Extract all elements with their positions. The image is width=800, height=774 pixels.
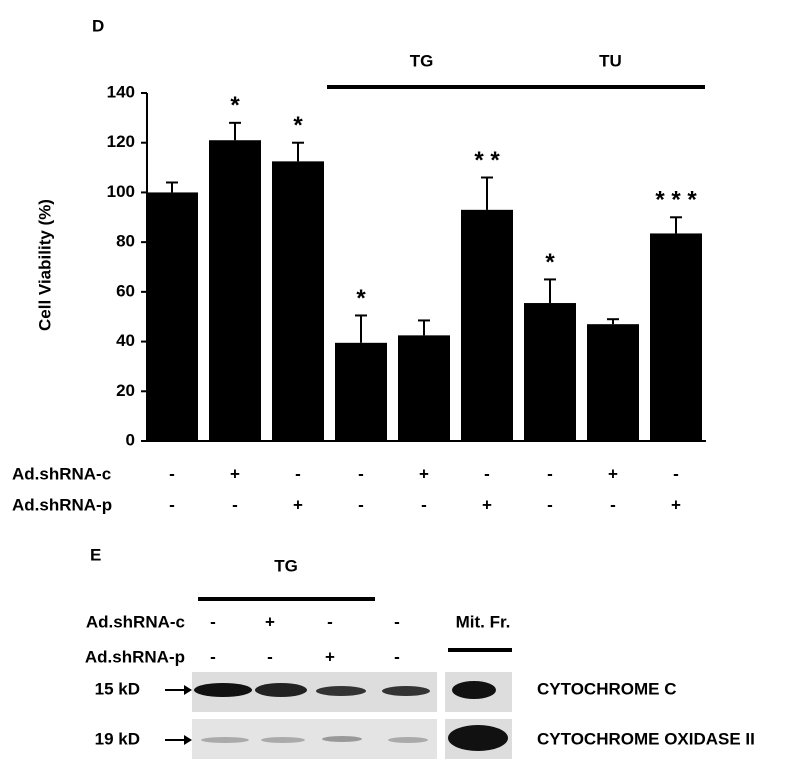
band [388,737,428,743]
bar [335,342,387,441]
panel-label: D [92,16,104,35]
arrow-head [184,685,192,695]
condition-sign: - [169,495,175,514]
condition-sign: - [169,464,175,483]
size-label: 19 kD [95,729,140,748]
band [261,737,305,743]
group-label: TU [599,51,622,70]
condition-sign: - [610,495,616,514]
condition-sign: - [421,495,427,514]
condition-sign: - [547,464,553,483]
condition-sign: - [394,612,400,631]
arrow-head [184,735,192,745]
y-tick-label: 120 [107,132,135,151]
band [255,683,307,697]
y-tick-label: 40 [116,331,135,350]
condition-sign: + [482,495,492,514]
condition-sign: - [547,495,553,514]
y-tick-label: 140 [107,82,135,101]
condition-sign: + [230,464,240,483]
condition-sign: + [608,464,618,483]
condition-sign: + [293,495,303,514]
condition-sign: - [358,464,364,483]
condition-sign: - [210,647,216,666]
condition-sign: + [265,612,275,631]
condition-sign: - [210,612,216,631]
condition-sign: - [394,647,400,666]
condition-label: Ad.shRNA-p [12,495,112,514]
condition-sign: + [419,464,429,483]
blot-images [192,672,512,759]
bar [461,209,513,441]
size-label: 15 kD [95,679,140,698]
bar [587,324,639,441]
fraction-label: Mit. Fr. [456,612,511,631]
band [316,686,366,696]
condition-label: Ad.shRNA-c [86,612,185,631]
bar [209,140,261,441]
panel-label: E [90,545,101,564]
significance: * * [474,147,500,174]
group-label: TG [274,556,298,575]
band [448,725,508,751]
y-tick-label: 20 [116,381,135,400]
band [382,686,430,696]
bar [272,161,324,441]
y-tick-label: 0 [126,430,135,449]
condition-sign: + [325,647,335,666]
bar [524,303,576,441]
condition-sign: - [295,464,301,483]
y-tick-label: 80 [116,232,135,251]
condition-sign: + [671,495,681,514]
protein-label: CYTOCHROME C [537,679,676,698]
significance: * [293,112,303,139]
significance: * * * [655,187,697,214]
condition-sign: - [358,495,364,514]
bar [398,335,450,441]
group-label: TG [410,51,434,70]
band [322,736,362,742]
y-axis-label: Cell Viability (%) [35,199,54,331]
protein-label: CYTOCHROME OXIDASE II [537,729,755,748]
band [194,683,252,697]
band [452,681,496,699]
condition-sign: - [232,495,238,514]
significance: * [230,92,240,119]
condition-sign: - [267,647,273,666]
condition-sign: - [673,464,679,483]
condition-sign: - [327,612,333,631]
condition-sign: - [484,464,490,483]
blot-rows: 15 kD CYTOCHROME C 19 kD CYTOCHROME OXID… [95,679,755,748]
significance: * [545,249,555,276]
y-tick-label: 100 [107,182,135,201]
bar [650,233,702,441]
condition-label: Ad.shRNA-p [85,647,185,666]
significance: * [356,285,366,312]
bar [146,192,198,441]
condition-label: Ad.shRNA-c [12,464,111,483]
y-tick-label: 60 [116,281,135,300]
band [201,737,249,743]
